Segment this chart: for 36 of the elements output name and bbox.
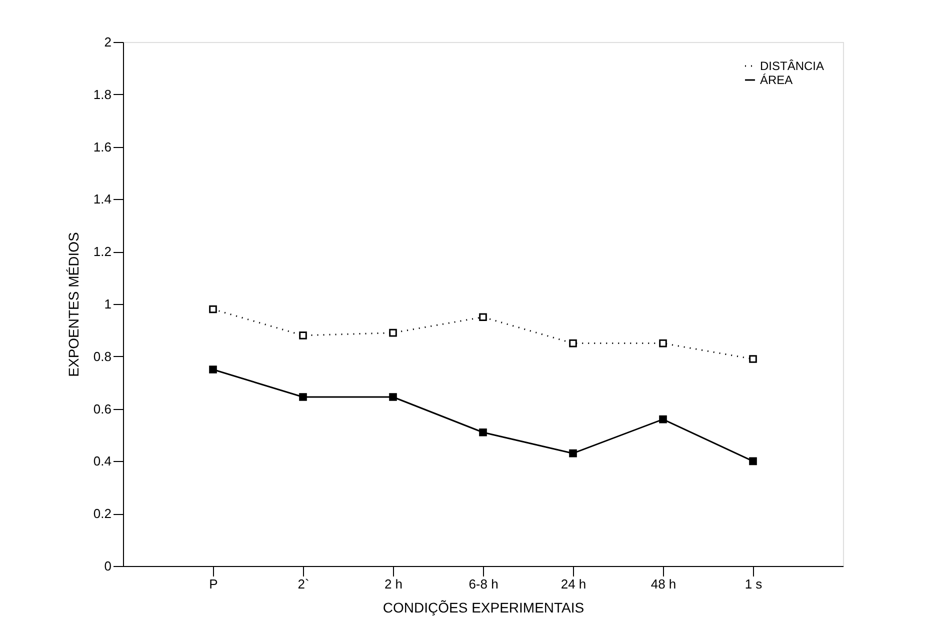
y-tick-label: 1.6 [93,139,112,154]
x-tick-label: 24 h [560,576,586,592]
y-tick-label: 1.4 [93,192,112,207]
y-tick-label: 1.8 [93,86,112,102]
legend-label: DISTÂNCIA [760,59,824,73]
x-tick-label: 48 h [650,576,676,592]
point [569,449,577,458]
y-tick-label: 2 [104,34,112,50]
x-tick-label: P [209,576,218,592]
y-axis-title: EXPOENTES MÉDIOS [65,232,82,377]
point [659,339,667,348]
point [569,339,577,348]
point [479,313,487,322]
x-tick-label: 1 s [744,576,763,592]
point [749,355,757,363]
y-tick-label: 1 [104,296,112,312]
x-tick-label: 6-8 h [468,576,498,592]
point [389,393,397,401]
y-tick-label: 0.4 [93,454,112,469]
point [299,393,307,401]
point [299,332,307,340]
y-tick-label: 0.2 [93,506,112,522]
point [389,328,397,337]
x-tick-label: 2 h [384,576,403,592]
y-tick-label: 1.2 [93,244,112,260]
y-tick-label: 0 [104,558,112,574]
point [479,428,487,436]
point [749,457,757,466]
x-tick-label: 2` [298,576,310,592]
y-tick-label: 0.8 [93,348,112,364]
point [209,305,217,314]
x-axis-title: CONDIÇÕES EXPERIMENTAIS [382,600,584,616]
legend-label: ÁREA [760,73,793,87]
point [209,366,217,374]
y-tick-label: 0.6 [93,401,112,416]
point [659,415,667,424]
